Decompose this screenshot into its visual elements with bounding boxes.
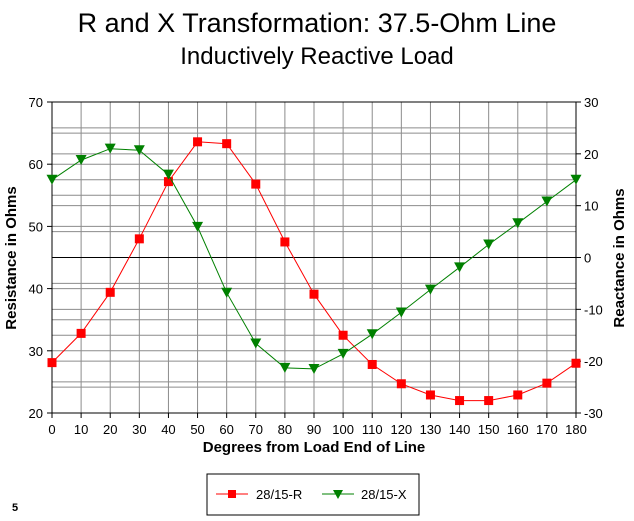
x-tick-label: 160 (507, 422, 529, 437)
x-axis-ticks: 0 10 20 30 40 50 60 70 80 90 100 110 120 130 140 150 160… (48, 413, 587, 437)
series-point-1 (133, 145, 145, 156)
series-point-0 (222, 139, 232, 149)
series-point-1 (395, 307, 407, 318)
series-point-0 (513, 390, 523, 400)
legend-label-x: 28/15-X (361, 487, 407, 502)
series-point-1 (221, 287, 233, 298)
series-point-0 (47, 358, 57, 368)
page-number: 5 (12, 502, 18, 514)
chart-title: R and X Transformation: 37.5-Ohm Line (78, 8, 557, 38)
x-tick-label: 70 (249, 422, 263, 437)
series-point-0 (484, 396, 494, 406)
series-point-1 (46, 174, 58, 185)
series-point-0 (542, 378, 552, 388)
x-tick-label: 40 (161, 422, 175, 437)
series-point-1 (308, 363, 320, 374)
x-tick-label: 130 (420, 422, 442, 437)
series-point-1 (250, 338, 262, 349)
x-tick-label: 50 (190, 422, 204, 437)
left-tick-label: 60 (29, 157, 43, 172)
left-tick-label: 40 (29, 282, 43, 297)
x-tick-label: 90 (307, 422, 321, 437)
left-axis-ticks: 20 30 40 50 60 70 (29, 95, 52, 421)
x-tick-label: 10 (74, 422, 88, 437)
x-tick-label: 20 (103, 422, 117, 437)
legend-label-r: 28/15-R (256, 487, 302, 502)
series-point-1 (366, 329, 378, 340)
series-point-1 (337, 348, 349, 359)
series-point-0 (251, 179, 261, 189)
series-point-0 (193, 137, 203, 147)
series-point-1 (483, 239, 495, 250)
right-axis-label: Reactance in Ohms (611, 188, 628, 327)
left-tick-label: 30 (29, 344, 43, 359)
series-point-0 (280, 237, 290, 247)
legend-marker-x (333, 490, 343, 499)
right-tick-label: 0 (584, 251, 591, 266)
x-tick-label: 100 (332, 422, 354, 437)
legend: 28/15-R 28/15-X (206, 473, 420, 516)
series-point-1 (75, 155, 87, 166)
x-tick-label: 170 (536, 422, 558, 437)
left-tick-label: 20 (29, 406, 43, 421)
series-point-1 (570, 174, 582, 185)
x-tick-label: 150 (478, 422, 500, 437)
x-tick-label: 0 (48, 422, 55, 437)
right-tick-label: 10 (584, 199, 598, 214)
x-tick-label: 60 (219, 422, 233, 437)
series-point-0 (425, 390, 435, 400)
x-tick-label: 120 (390, 422, 412, 437)
legend-marker-r (228, 490, 236, 498)
series-point-1 (454, 262, 466, 273)
right-tick-label: -10 (584, 302, 603, 317)
series-point-0 (338, 330, 348, 340)
right-tick-label: -20 (584, 354, 603, 369)
series-point-1 (279, 362, 291, 373)
series-point-0 (571, 358, 581, 368)
series-point-1 (192, 221, 204, 232)
series-point-1 (104, 143, 116, 154)
series-point-0 (455, 396, 465, 406)
x-tick-label: 180 (565, 422, 587, 437)
series-point-1 (541, 196, 553, 207)
x-tick-label: 30 (132, 422, 146, 437)
x-axis-label: Degrees from Load End of Line (203, 439, 426, 456)
x-tick-label: 140 (449, 422, 471, 437)
left-axis-label: Resistance in Ohms (3, 186, 20, 329)
series-point-0 (396, 379, 406, 389)
series-point-1 (162, 169, 174, 180)
chart-subtitle: Inductively Reactive Load (180, 43, 454, 70)
series-point-0 (309, 289, 319, 299)
x-tick-label: 110 (362, 422, 383, 437)
x-tick-label: 80 (278, 422, 292, 437)
series-point-1 (424, 284, 436, 295)
right-tick-label: -30 (584, 406, 603, 421)
series-point-0 (134, 234, 144, 244)
series-point-0 (163, 177, 173, 187)
series-point-1 (512, 218, 524, 229)
left-tick-label: 70 (29, 95, 43, 110)
right-tick-label: 20 (584, 147, 598, 162)
series-point-0 (76, 328, 86, 338)
series-point-0 (105, 287, 115, 297)
right-axis-ticks: -30 -20 -10 0 10 20 30 (576, 95, 603, 421)
left-tick-label: 50 (29, 219, 43, 234)
series-point-0 (367, 359, 377, 369)
right-tick-label: 30 (584, 95, 598, 110)
series-layer (46, 137, 582, 406)
